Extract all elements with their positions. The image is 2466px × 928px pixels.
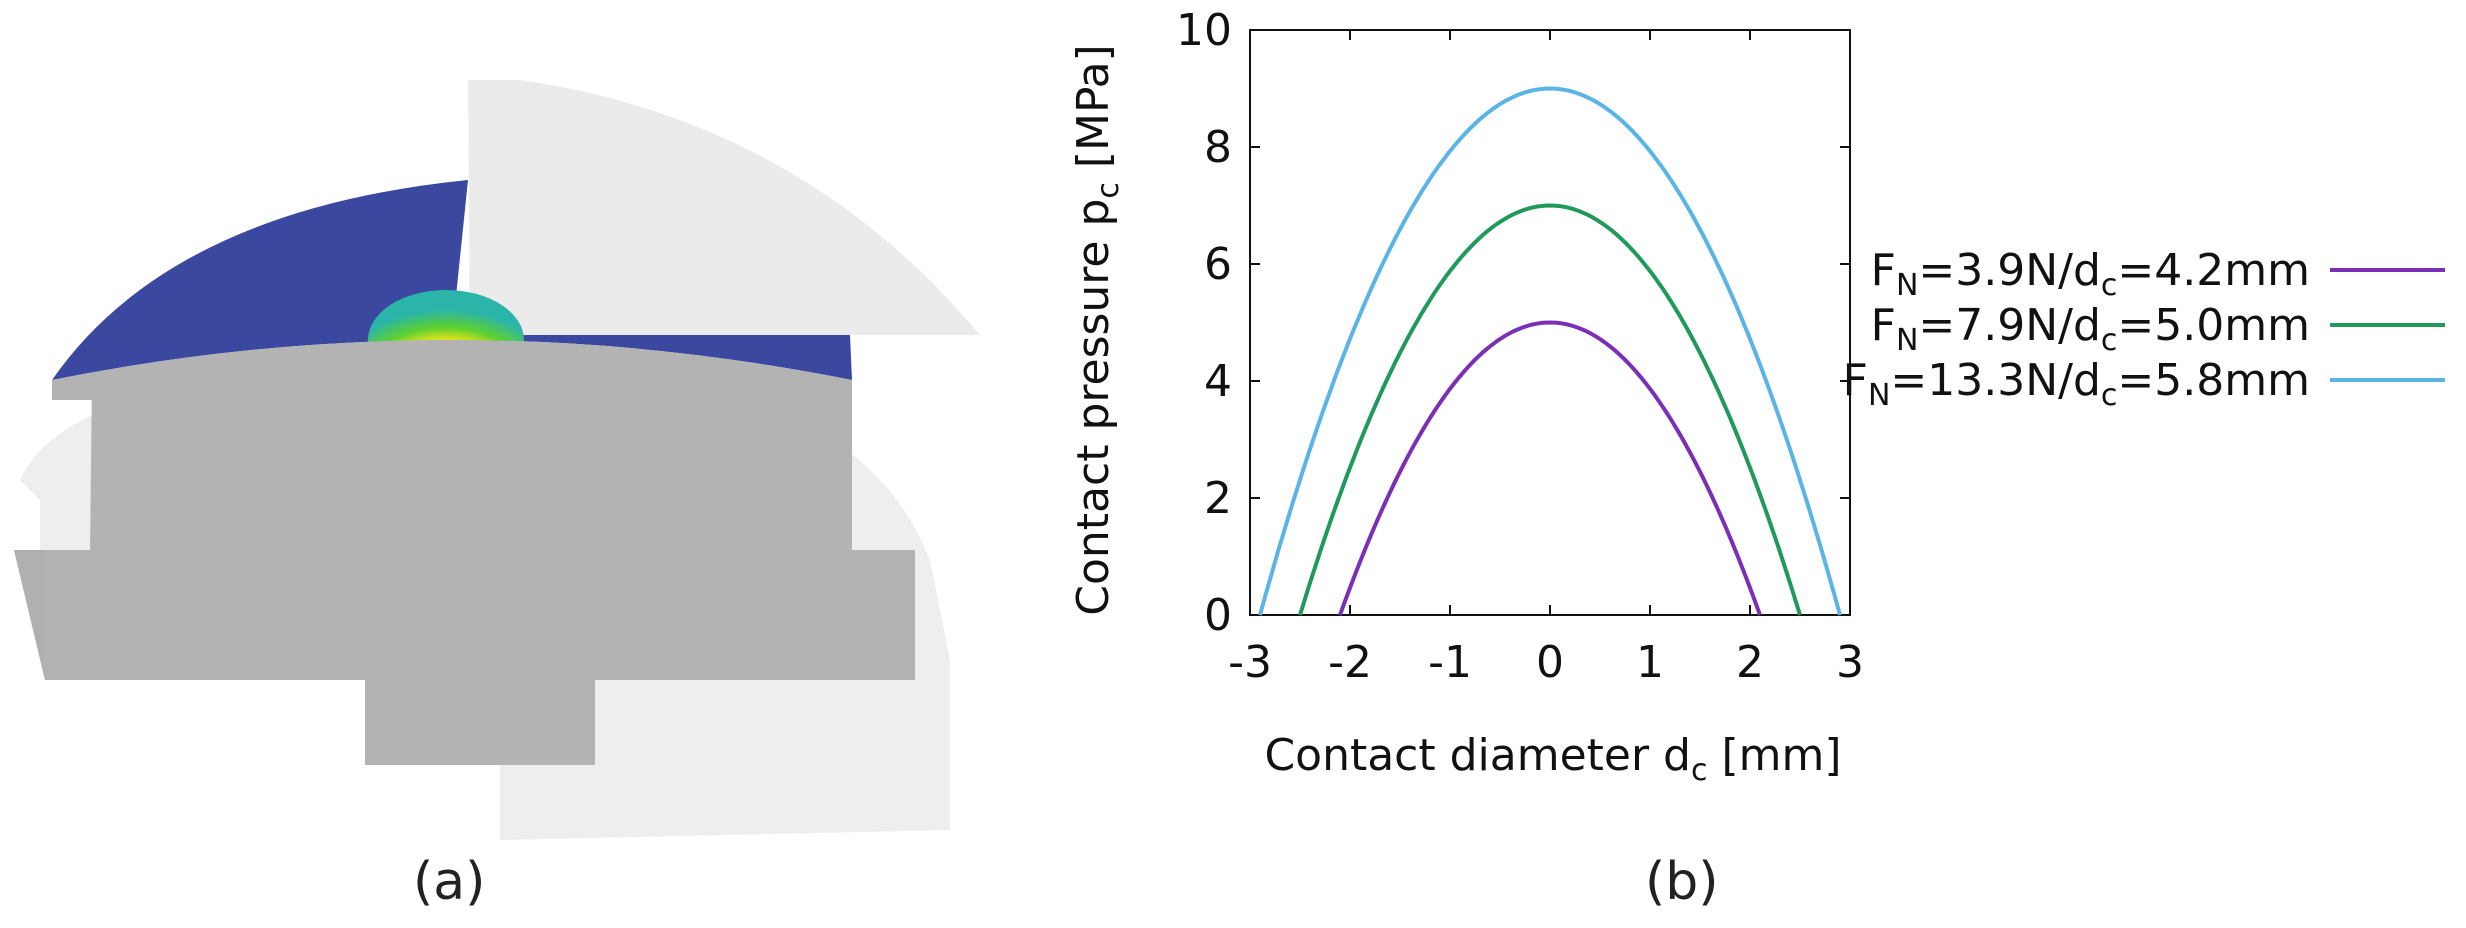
caption-a: (a) xyxy=(413,852,486,912)
x-tick-label: -3 xyxy=(1228,637,1272,688)
caption-b: (b) xyxy=(1645,852,1719,912)
x-tick-label: 2 xyxy=(1736,637,1764,688)
y-tick-label: 2 xyxy=(1204,473,1232,524)
series-line-3 xyxy=(1258,86,1842,616)
series-line-1 xyxy=(1338,320,1762,616)
ghost-upper-plate xyxy=(468,80,980,335)
gray-cut-body xyxy=(45,340,915,765)
y-tick-label: 4 xyxy=(1204,356,1232,407)
y-ticks: 0 2 4 6 8 10 xyxy=(1176,5,1850,641)
y-tick-label: 0 xyxy=(1204,590,1232,641)
blue-contact-surface xyxy=(52,180,852,380)
x-tick-label: 3 xyxy=(1836,637,1864,688)
fe-model-figure xyxy=(14,80,980,840)
legend: FN=3.9N/dc=4.2mmFN=7.9N/dc=5.0mmFN=13.3N… xyxy=(1843,245,2445,413)
y-tick-label: 10 xyxy=(1176,5,1232,56)
x-tick-label: 1 xyxy=(1636,637,1664,688)
x-tick-label: 0 xyxy=(1536,637,1564,688)
x-tick-label: -1 xyxy=(1428,637,1472,688)
x-ticks: -3 -2 -1 0 1 2 3 xyxy=(1228,30,1864,688)
legend-label-3: FN=13.3N/dc=5.8mm xyxy=(1843,355,2310,413)
series-lines xyxy=(1258,86,1842,616)
y-axis-label: Contact pressure pc [MPa] xyxy=(1068,44,1126,615)
legend-label-1: FN=3.9N/dc=4.2mm xyxy=(1871,245,2310,303)
y-tick-label: 8 xyxy=(1204,122,1232,173)
x-tick-label: -2 xyxy=(1328,637,1372,688)
legend-label-2: FN=7.9N/dc=5.0mm xyxy=(1871,300,2310,358)
series-line-2 xyxy=(1298,203,1802,616)
y-tick-label: 6 xyxy=(1204,239,1232,290)
x-axis-label: Contact diameter dc [mm] xyxy=(1264,730,1841,788)
